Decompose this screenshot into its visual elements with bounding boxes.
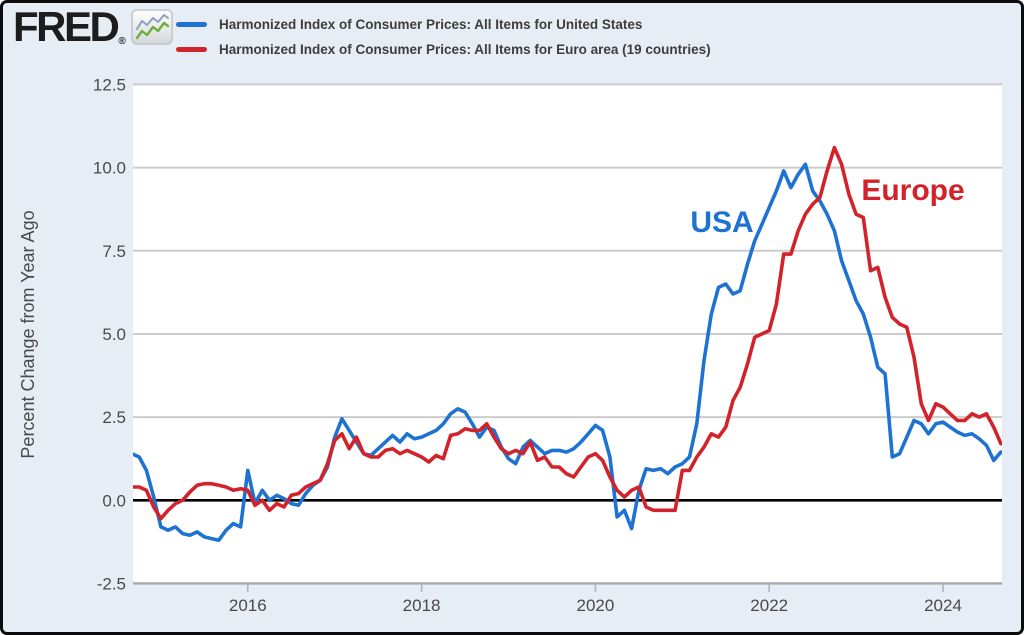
- gridlines: [133, 83, 1002, 585]
- svg-text:2024: 2024: [924, 596, 962, 615]
- euro-area-series-label: Harmonized Index of Consumer Prices: All…: [219, 42, 711, 57]
- svg-text:5.0: 5.0: [102, 325, 126, 344]
- x-axis: 2016 2018 2020 2022 2024: [229, 584, 962, 615]
- legend-item-euro-area: Harmonized Index of Consumer Prices: All…: [176, 37, 711, 62]
- y-axis-tick-labels: -2.5 0.0 2.5 5.0 7.5 10.0 12.5: [93, 75, 126, 593]
- registered-mark: ®: [118, 35, 126, 47]
- svg-text:7.5: 7.5: [102, 242, 126, 261]
- svg-text:-2.5: -2.5: [97, 574, 126, 593]
- data-lines: [133, 145, 1002, 543]
- svg-text:2020: 2020: [576, 596, 614, 615]
- svg-text:2016: 2016: [229, 596, 267, 615]
- legend-item-usa: Harmonized Index of Consumer Prices: All…: [176, 12, 711, 37]
- usa-series-swatch: [176, 22, 207, 27]
- svg-text:2.5: 2.5: [102, 408, 126, 427]
- svg-text:10.0: 10.0: [93, 159, 126, 178]
- fred-logo-text: FRED: [13, 3, 120, 50]
- svg-text:12.5: 12.5: [93, 75, 126, 94]
- annotation-europe: Europe: [861, 174, 964, 207]
- chart-legend: Harmonized Index of Consumer Prices: All…: [176, 12, 711, 62]
- svg-text:2018: 2018: [403, 596, 441, 615]
- annotation-usa: USA: [690, 206, 753, 239]
- usa-series-label: Harmonized Index of Consumer Prices: All…: [219, 17, 643, 32]
- fred-logo: FRED ®: [13, 3, 173, 52]
- euro-area-series-swatch: [176, 47, 207, 52]
- svg-text:0.0: 0.0: [102, 491, 126, 510]
- y-axis-title: Percent Change from Year Ago: [18, 210, 38, 458]
- usa-line: [133, 162, 1002, 543]
- svg-text:2022: 2022: [750, 596, 788, 615]
- europe-line: [133, 145, 1002, 521]
- line-graph-icon: [130, 8, 173, 50]
